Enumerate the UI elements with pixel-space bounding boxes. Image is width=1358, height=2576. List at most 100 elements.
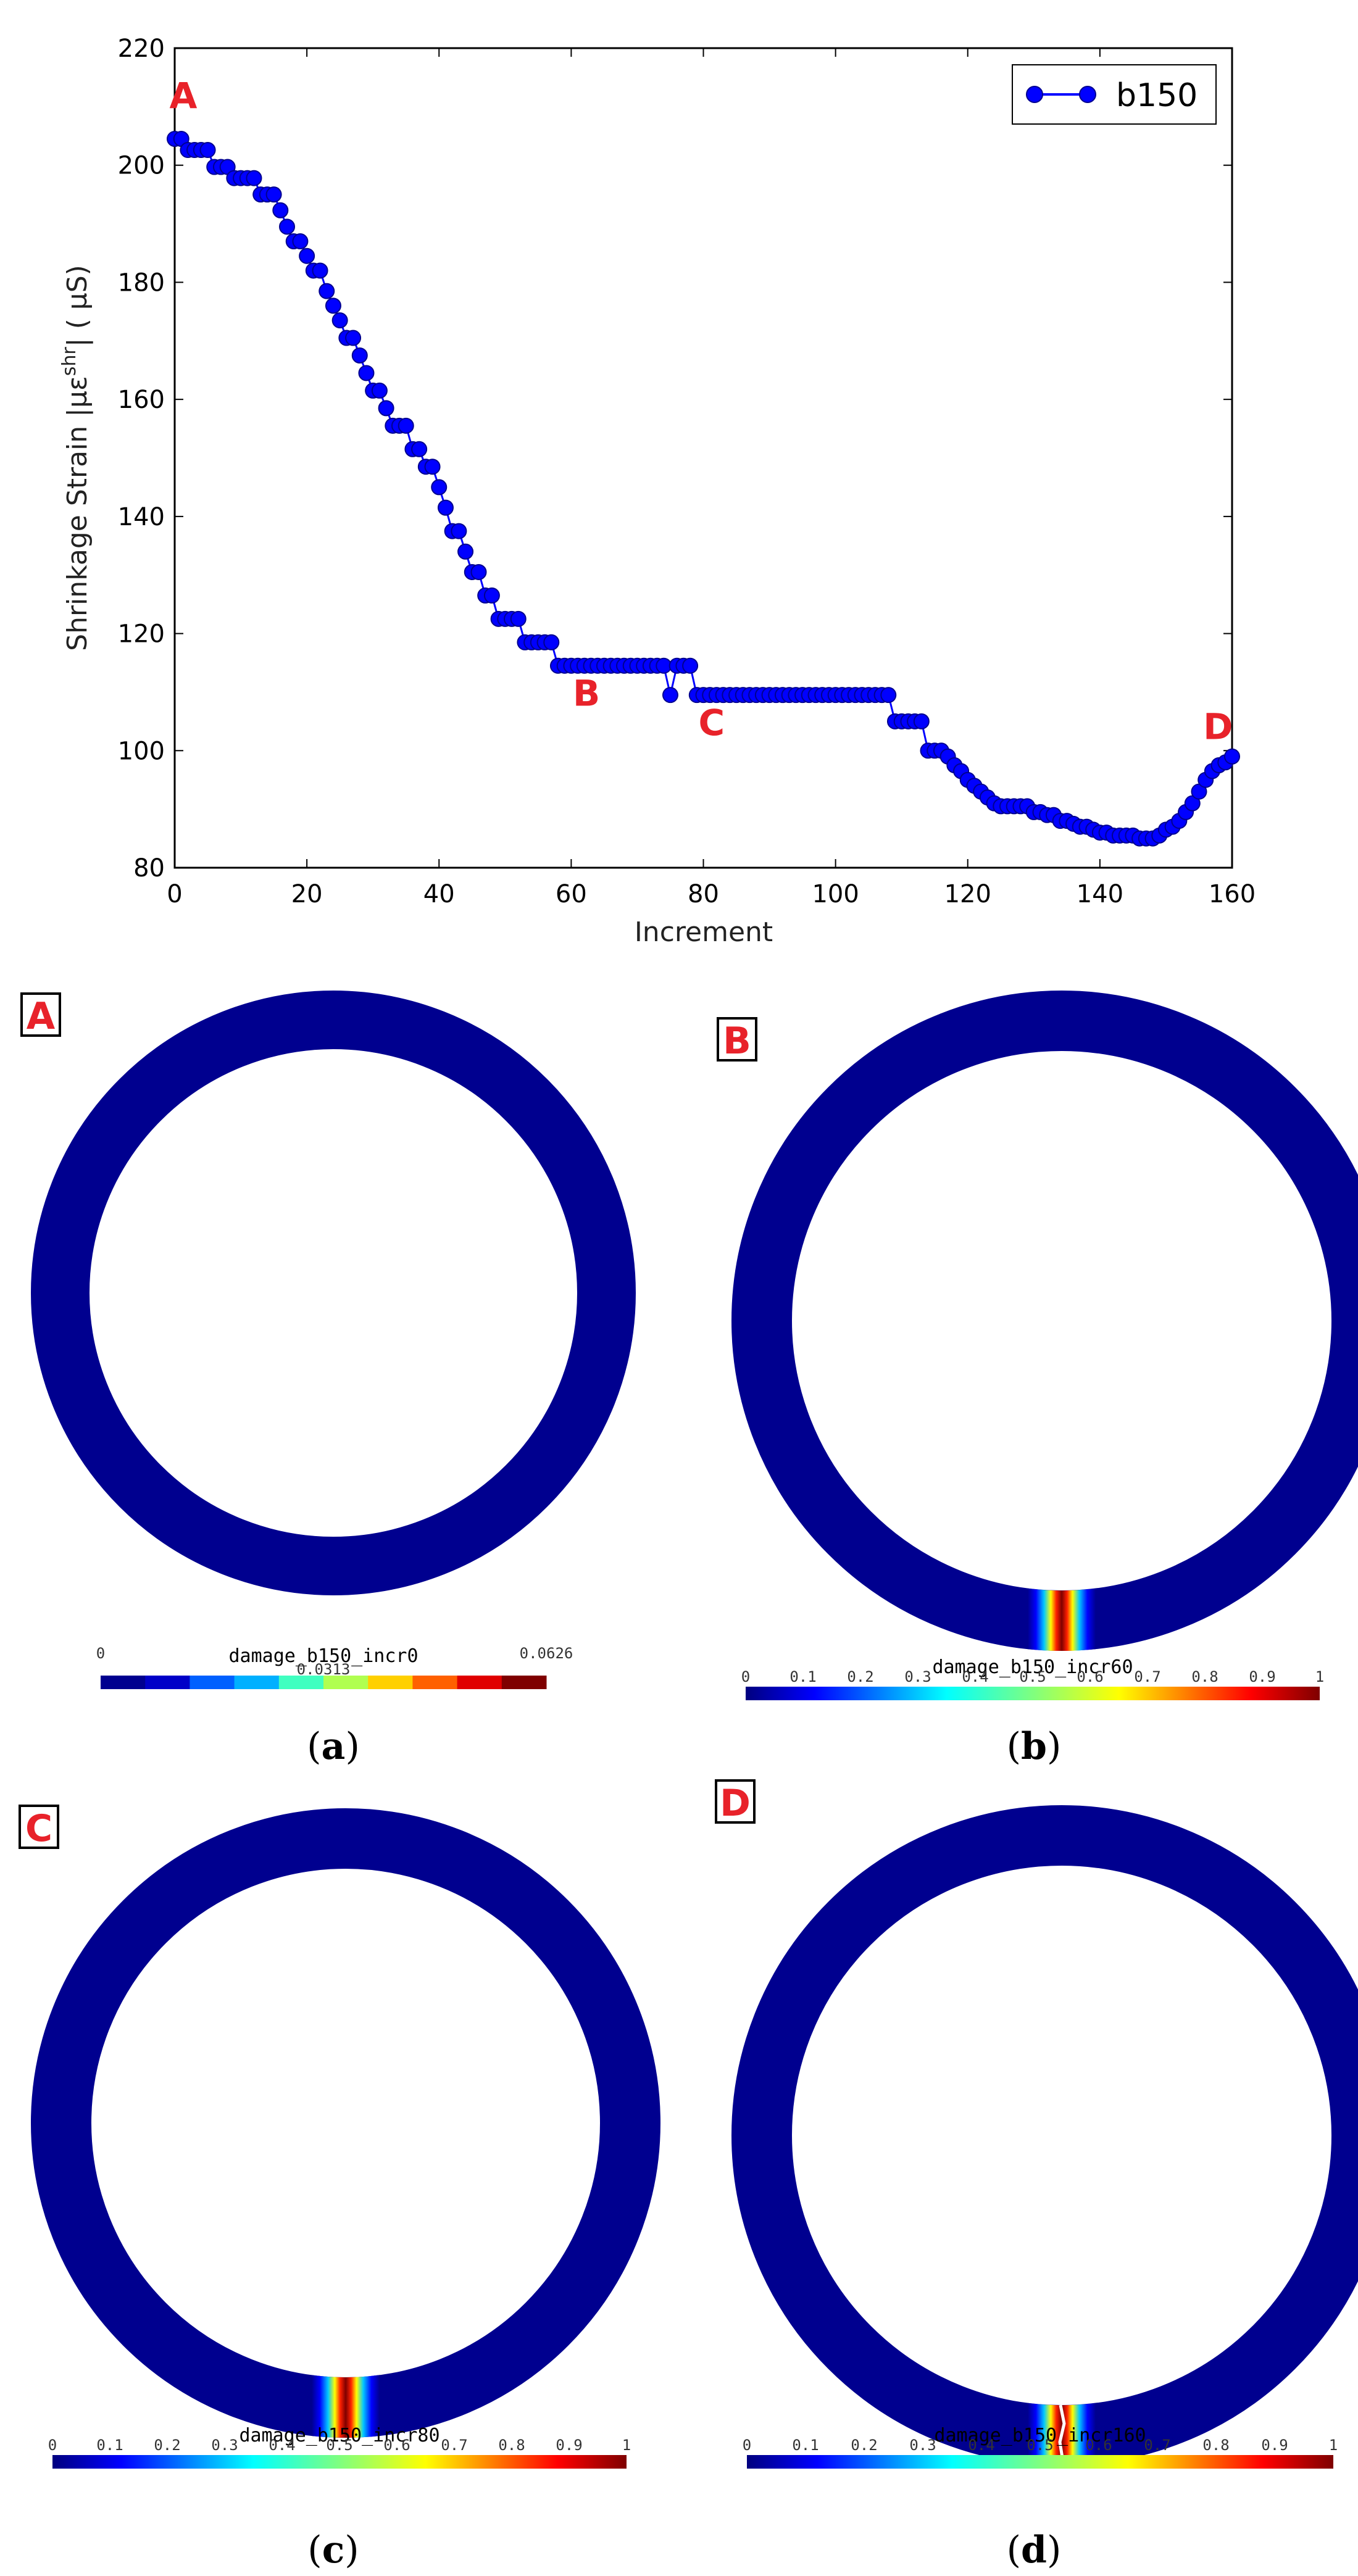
colorbar-title: damage_b150_incr80: [239, 2425, 439, 2446]
colorbar-tick: 0.3: [211, 2437, 238, 2454]
colorbar-tick: 0.1: [96, 2437, 123, 2454]
colorbar-tick: 0.5: [1019, 1668, 1046, 1685]
colorbar-segment: [368, 1676, 413, 1689]
colorbar-tick: 0.4: [968, 2437, 994, 2454]
colorbar-tick: 0.5: [326, 2437, 352, 2454]
data-point: [913, 713, 930, 729]
colorbar-tick: 0: [48, 2437, 57, 2454]
colorbar-segment: [278, 1676, 324, 1689]
x-tick-label: 120: [944, 880, 991, 908]
data-point: [682, 657, 699, 674]
colorbar-tick: 0.9: [1261, 2437, 1288, 2454]
colorbar-tick: 0: [741, 1668, 750, 1685]
colorbar-tick: 0.4: [962, 1668, 988, 1685]
legend: b150: [1012, 64, 1217, 125]
panel-letter: C: [25, 1807, 52, 1850]
colorbar-title: damage_b150_incr0: [228, 1645, 418, 1667]
x-tick-label: 60: [556, 880, 587, 908]
data-point: [246, 170, 262, 186]
point-label-b: B: [573, 673, 600, 715]
data-point: [437, 499, 454, 516]
colorbar-tick: 1: [1329, 2437, 1338, 2454]
data-point: [319, 283, 335, 299]
panel-caption: (a): [307, 1725, 360, 1768]
data-point: [299, 247, 315, 264]
data-point: [398, 417, 414, 434]
colorbar-tick: 0.0626: [520, 1645, 573, 1662]
x-axis-label: Increment: [635, 916, 773, 948]
colorbar-tick: 0.7: [1134, 1668, 1160, 1685]
y-tick-label: 140: [118, 503, 165, 531]
ring: [731, 1805, 1358, 2466]
x-tick-label: 100: [812, 880, 859, 908]
ring: [731, 991, 1358, 1651]
shrinkage-strain-chart: 0 20 40 60 80 100 120 140 160 80 100 120 140 160 180 2…: [59, 35, 1256, 948]
point-label-c: C: [699, 702, 725, 744]
data-point: [279, 218, 296, 235]
colorbar-tick: 0.3: [904, 1668, 931, 1685]
data-point: [325, 297, 341, 314]
colorbar-tick: 0.6: [383, 2437, 410, 2454]
panel-letter-box: [715, 1779, 756, 1824]
colorbar-tick: 0.5: [1027, 2437, 1053, 2454]
colorbar-segment: [457, 1676, 502, 1689]
point-annotations: A B C D: [170, 75, 1233, 747]
colorbar-tick: 0.9: [1249, 1668, 1275, 1685]
ring: [31, 991, 636, 1595]
legend-label-b150: b150: [1116, 77, 1198, 114]
colorbar-tick: 0.8: [498, 2437, 525, 2454]
x-tick-label: 160: [1209, 880, 1256, 908]
data-point: [292, 233, 309, 250]
colorbar: [52, 2455, 627, 2469]
legend-marker-left: [1026, 86, 1043, 103]
colorbar: [747, 2455, 1333, 2469]
colorbar-segment: [412, 1676, 458, 1689]
data-point: [312, 262, 328, 279]
data-point: [656, 657, 672, 674]
colorbar-segment: [101, 1676, 146, 1689]
colorbar-tick: 0.1: [792, 2437, 819, 2454]
colorbar-segment: [190, 1676, 235, 1689]
colorbar-tick: 0.2: [851, 2437, 877, 2454]
data-point: [371, 382, 388, 399]
x-tick-label: 0: [167, 880, 182, 908]
data-point: [378, 400, 394, 417]
data-point: [431, 479, 448, 496]
colorbar-tick: 0.6: [1085, 2437, 1112, 2454]
data-point: [331, 312, 348, 329]
colorbar-title: damage_b150_incr160: [934, 2425, 1146, 2446]
colorbar-segment: [323, 1676, 369, 1689]
y-tick-label: 180: [118, 268, 165, 297]
colorbar-tick: 0.9: [556, 2437, 582, 2454]
data-point: [358, 365, 375, 381]
data-point: [265, 186, 282, 203]
data-point: [483, 587, 500, 604]
colorbar-tick: 0: [96, 1645, 105, 1662]
y-tick-label: 100: [118, 737, 165, 765]
data-point: [451, 523, 467, 539]
crack-opening: [1058, 2404, 1066, 2466]
x-tick-label: 40: [423, 880, 455, 908]
y-tick-label: 120: [118, 620, 165, 649]
y-tick-label: 200: [118, 152, 165, 180]
point-label-d: D: [1203, 705, 1233, 747]
panel-letter-box: [20, 992, 61, 1037]
y-tick-label: 220: [118, 35, 165, 63]
series-points-b150: [167, 131, 1240, 847]
panel-letter-box: [19, 1805, 59, 1849]
data-point: [345, 330, 362, 346]
point-label-a: A: [170, 75, 198, 117]
data-point: [543, 634, 560, 650]
data-point: [199, 142, 216, 159]
y-tick-label: 160: [118, 386, 165, 414]
colorbar-tick: 1: [1315, 1668, 1324, 1685]
legend-marker-right: [1079, 86, 1096, 103]
data-point: [880, 687, 897, 704]
colorbar-tick: 0.8: [1191, 1668, 1218, 1685]
data-point: [662, 687, 678, 704]
colorbar-tick: 0.8: [1202, 2437, 1229, 2454]
